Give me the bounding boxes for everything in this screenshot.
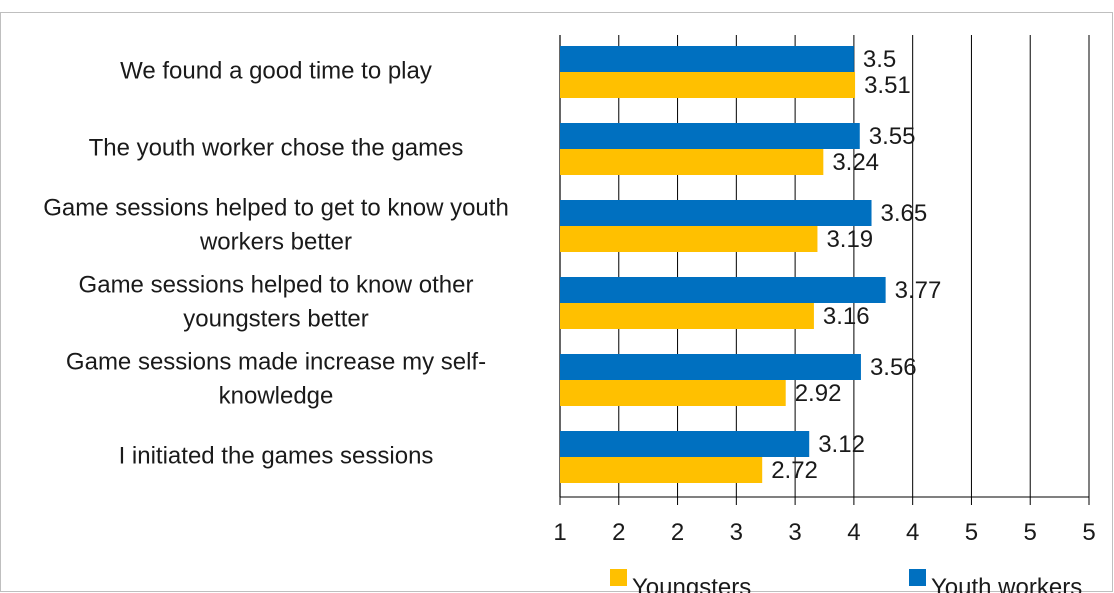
category-label: Game sessions helped to get to know yout… <box>43 195 509 222</box>
bar-youngsters <box>560 72 856 98</box>
x-tick-label: 1 <box>553 519 566 546</box>
data-label-youth-workers: 3.56 <box>870 354 917 381</box>
category-label: Game sessions made increase my self- <box>66 349 486 376</box>
bar-youngsters <box>560 380 786 406</box>
x-tick-label: 5 <box>1082 519 1095 546</box>
x-tick-label: 4 <box>906 519 919 546</box>
bar-youth-workers <box>560 200 872 226</box>
category-label: I initiated the games sessions <box>119 443 434 470</box>
data-label-youngsters: 2.92 <box>795 380 842 407</box>
chart-frame: 1 2 2 3 3 4 4 5 5 5 3.5 3.51 We found a good time to… <box>0 12 1113 593</box>
bar-youngsters <box>560 303 814 329</box>
data-label-youth-workers: 3.77 <box>895 277 942 304</box>
category-label: knowledge <box>219 383 334 410</box>
data-label-youngsters: 2.72 <box>771 457 818 484</box>
bar-youth-workers <box>560 277 886 303</box>
bar-chart: 1 2 2 3 3 4 4 5 5 5 3.53.51 We found a good time to… <box>43 35 1096 593</box>
legend-swatch <box>909 569 926 586</box>
category-label: Game sessions helped to know other <box>79 272 474 299</box>
data-label-youth-workers: 3.65 <box>881 200 928 227</box>
x-tick-label: 3 <box>788 519 801 546</box>
bar-youth-workers <box>560 431 810 457</box>
x-tick-label: 4 <box>847 519 860 546</box>
x-tick-label: 2 <box>671 519 684 546</box>
legend-swatch <box>610 569 627 586</box>
data-label-youth-workers: 3.5 <box>863 46 896 73</box>
x-tick-label: 2 <box>612 519 625 546</box>
bar-youngsters <box>560 149 824 175</box>
x-tick-label: 3 <box>730 519 743 546</box>
data-label-youngsters: 3.24 <box>832 149 879 176</box>
category-label: youngsters better <box>183 306 368 333</box>
x-tick-label: 5 <box>965 519 978 546</box>
data-label-youngsters: 3.51 <box>864 72 911 99</box>
legend-label: Youth workers <box>931 574 1082 593</box>
data-label-youngsters: 3.16 <box>823 303 870 330</box>
bar-youngsters <box>560 226 818 252</box>
bar-youth-workers <box>560 123 860 149</box>
data-label-youth-workers: 3.12 <box>818 431 865 458</box>
data-label-youth-workers: 3.55 <box>869 123 916 150</box>
x-tick-label: 5 <box>1024 519 1037 546</box>
bar-youngsters <box>560 457 763 483</box>
legend-label: Youngsters <box>632 574 751 593</box>
category-label: workers better <box>199 229 352 256</box>
category-label: We found a good time to play <box>120 58 432 85</box>
bar-youth-workers <box>560 354 861 380</box>
bar-youth-workers <box>560 46 854 72</box>
category-label: The youth worker chose the games <box>89 135 464 162</box>
data-label-youngsters: 3.19 <box>826 226 873 253</box>
